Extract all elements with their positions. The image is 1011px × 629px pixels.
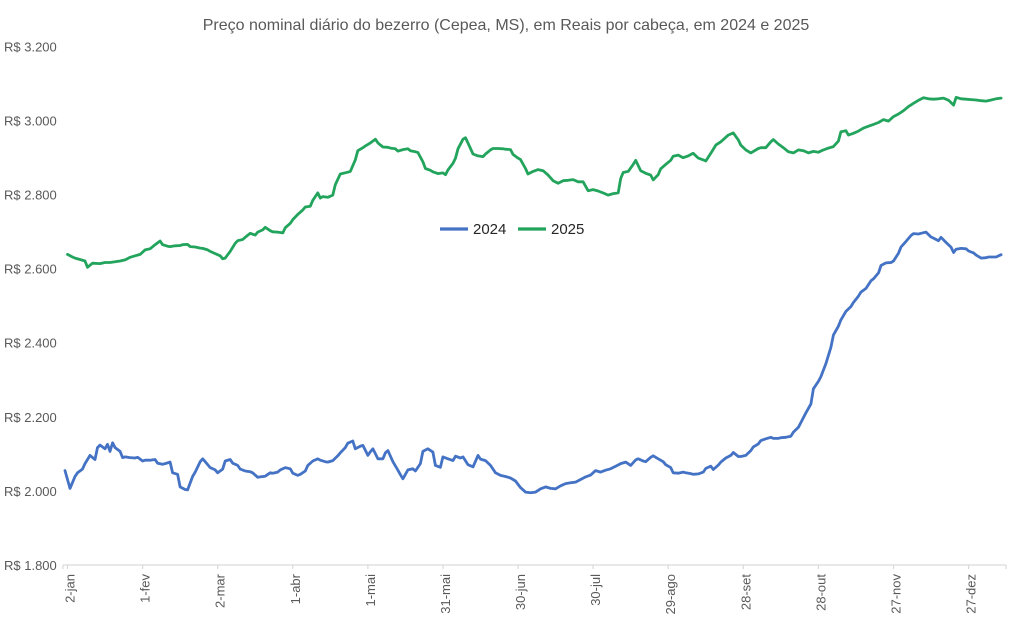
x-axis-label: 27-nov — [889, 574, 904, 614]
x-axis-label: 30-jul — [588, 574, 603, 606]
series-line-2024 — [63, 230, 1003, 495]
legend-label-2024: 2024 — [473, 221, 506, 238]
y-axis: R$ 3.200 R$ 3.000 R$ 2.800 R$ 2.600 R$ 2.400… — [4, 40, 57, 573]
series-line-2025 — [66, 96, 1003, 269]
x-axis-label: 30-jun — [513, 574, 528, 610]
legend: 2024 2025 — [440, 221, 584, 238]
y-axis-label: R$ 2.400 — [4, 336, 57, 351]
y-axis-label: R$ 2.600 — [4, 262, 57, 277]
legend-label-2025: 2025 — [551, 221, 584, 238]
x-axis-label: 2-jan — [63, 574, 78, 603]
x-axis-label: 27-dez — [964, 574, 979, 614]
x-axis-label: 1-fev — [138, 574, 153, 603]
chart-title: Preço nominal diário do bezerro (Cepea, … — [203, 17, 810, 34]
y-axis-label: R$ 3.000 — [4, 114, 57, 129]
series-lines — [63, 96, 1003, 495]
y-axis-label: R$ 2.000 — [4, 484, 57, 499]
y-axis-label: R$ 2.200 — [4, 410, 57, 425]
y-axis-label: R$ 3.200 — [4, 40, 57, 55]
x-axis: 2-jan 1-fev 2-mar 1-abr 1-mai 31-mai 30-jun 30-… — [62, 564, 1007, 614]
x-axis-label: 1-mai — [363, 574, 378, 607]
x-axis-label: 29-ago — [663, 574, 678, 614]
x-axis-label: 31-mai — [438, 574, 453, 614]
y-axis-label: R$ 2.800 — [4, 188, 57, 203]
x-axis-label: 28-set — [738, 574, 753, 611]
x-axis-label: 28-out — [813, 574, 828, 611]
x-axis-label: 1-abr — [288, 573, 303, 604]
x-axis-label: 2-mar — [213, 573, 228, 608]
y-axis-label: R$ 1.800 — [4, 558, 57, 573]
